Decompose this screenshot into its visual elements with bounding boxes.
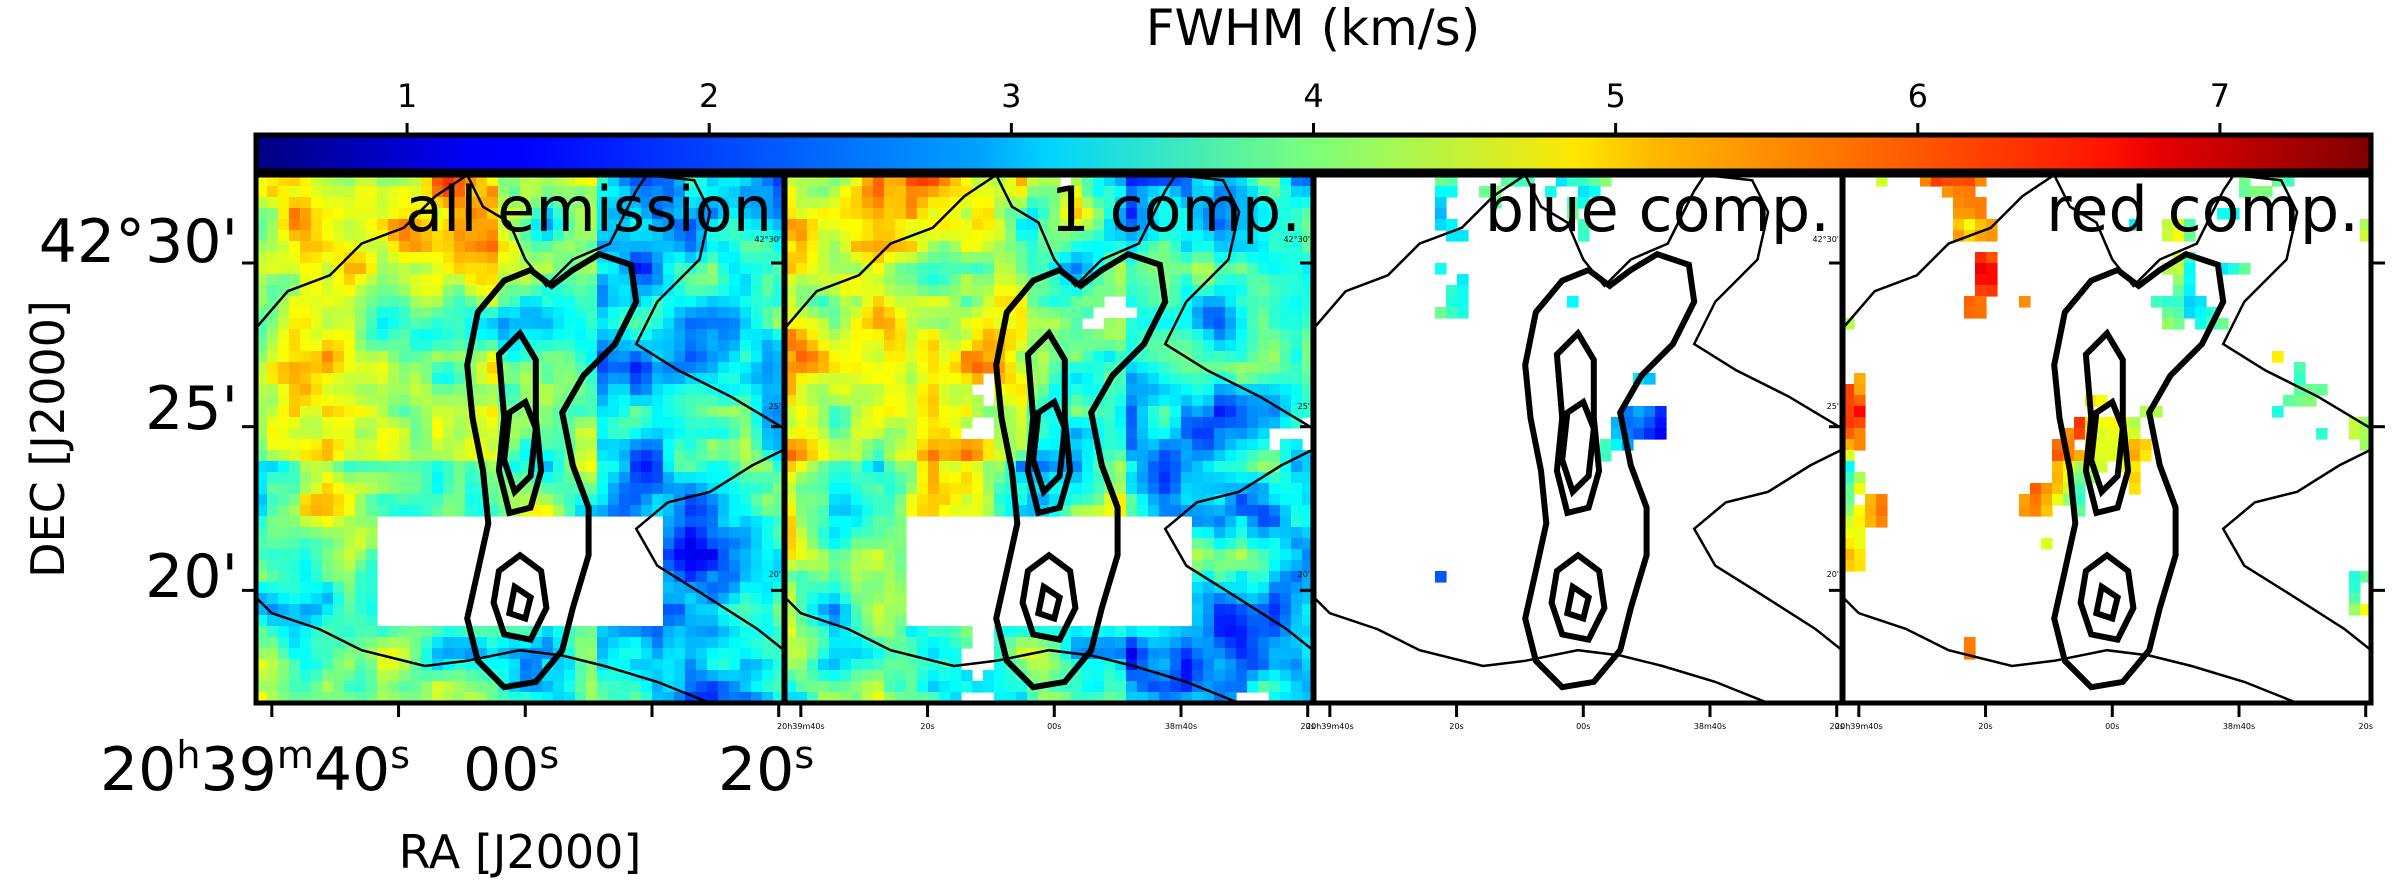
colorbar-tick-label: 6 — [1908, 77, 1928, 115]
x-tick-label-20s: 20s — [718, 733, 814, 805]
panel-title: red comp. — [2046, 173, 2359, 246]
colorbar-tick-label: 7 — [2210, 77, 2230, 115]
tiny-ra-label: 38m40s — [1694, 722, 1726, 731]
tiny-ra-label: 20s — [920, 722, 934, 731]
tiny-ra-label: 20s — [1301, 722, 1315, 731]
y-tick-label-20: 20' — [145, 542, 238, 612]
colorbar-tick-label: 1 — [397, 77, 417, 115]
tiny-ra-label: 38m40s — [2223, 722, 2255, 731]
panel-ticks — [1829, 261, 2385, 717]
y-tick-label-25: 25' — [145, 374, 238, 444]
heatmap-cells — [1435, 175, 1667, 583]
tiny-dec-label: 42°30' — [1812, 235, 1839, 244]
tiny-dec-label: 25' — [769, 402, 781, 411]
tiny-dec-label: 20' — [769, 570, 781, 579]
tiny-dec-label: 20' — [1827, 570, 1839, 579]
tiny-dec-label: 42°30' — [754, 235, 781, 244]
x-tick-label-40s: 20h39m40s — [100, 733, 410, 805]
heatmap-cells — [1843, 175, 2371, 660]
tiny-ra-label: 20s — [1978, 722, 1992, 731]
colorbar-tick-label: 5 — [1605, 77, 1625, 115]
contours — [785, 175, 1313, 703]
colorbar-gradient — [253, 132, 2374, 174]
tiny-dec-label: 25' — [1298, 402, 1310, 411]
tiny-ra-label: 20h39m40s — [1306, 722, 1354, 731]
y-tick-label-30: 42°30' — [39, 207, 238, 277]
y-axis-label: DEC [J2000] — [21, 300, 75, 578]
contours — [1314, 175, 1842, 703]
panel-1: all emission — [242, 172, 798, 717]
tiny-dec-label: 42°30' — [1283, 235, 1310, 244]
tiny-ra-label: 20h39m40s — [1835, 722, 1883, 731]
panel-3: 20h39m40s 20s 00s 38m40s 20s42°30'25'20'blue… — [1283, 172, 1856, 731]
contours — [1843, 175, 2371, 703]
panel-title: blue comp. — [1485, 173, 1830, 246]
panel-title: all emission — [405, 173, 772, 246]
panel-4: 20h39m40s 20s 00s 38m40s 20s42°30'25'20'red … — [1812, 172, 2385, 731]
contours — [256, 175, 784, 703]
tiny-dec-label: 20' — [1298, 570, 1310, 579]
colorbar-tick-label: 2 — [699, 77, 719, 115]
colorbar-ticks: 1 2 3 4 5 6 7 — [397, 77, 2230, 135]
tiny-ra-label: 20h39m40s — [777, 722, 825, 731]
panel-frame — [1840, 172, 2374, 706]
x-axis-label: RA [J2000] — [399, 825, 642, 879]
tiny-ra-label: 20s — [2359, 722, 2373, 731]
tiny-ra-label: 00s — [1576, 722, 1590, 731]
tiny-ra-label: 20s — [1830, 722, 1844, 731]
colorbar-tick-label: 3 — [1001, 77, 1021, 115]
panel-title: 1 comp. — [1050, 173, 1301, 246]
tiny-ra-label: 00s — [2105, 722, 2119, 731]
heatmap-cells — [785, 175, 1313, 703]
panel-2: 20h39m40s 20s 00s 38m40s 20s 42°30' 25' 20' 1 co… — [754, 172, 1327, 731]
x-tick-label-00s: 00s — [463, 733, 559, 805]
colorbar-tick-label: 4 — [1303, 77, 1323, 115]
colorbar-label: FWHM (km/s) — [1146, 0, 1480, 57]
tiny-dec-label: 25' — [1827, 402, 1839, 411]
x-tick-labels: 20h39m40s 00s 20s — [100, 733, 814, 805]
tiny-ra-label: 00s — [1047, 722, 1061, 731]
y-tick-labels: 42°30' 25' 20' — [39, 207, 238, 612]
tiny-ra-label: 38m40s — [1165, 722, 1197, 731]
colorbar: FWHM (km/s) 1 2 3 4 5 6 7 — [253, 0, 2374, 174]
tiny-ra-label: 20s — [1449, 722, 1463, 731]
